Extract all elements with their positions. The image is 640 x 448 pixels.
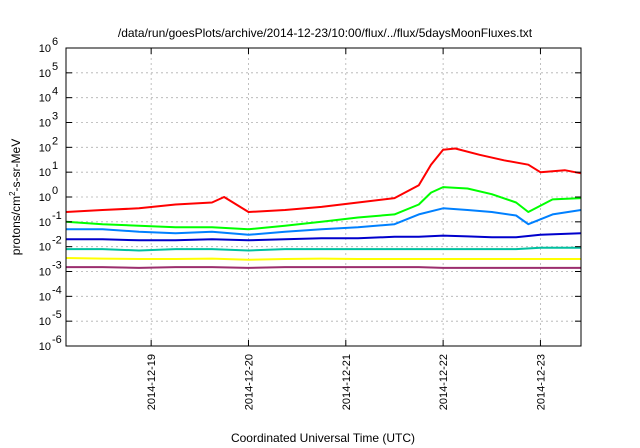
y-tick-label: 10: [39, 291, 51, 303]
y-tick-label: 10: [39, 93, 51, 105]
x-tick-label: 2014-12-20: [243, 354, 255, 410]
y-tick-exponent: 1: [52, 160, 58, 172]
x-tick-label: 2014-12-19: [146, 354, 158, 410]
y-tick-label: 10: [39, 167, 51, 179]
y-tick-exponent: -6: [52, 334, 62, 346]
y-tick-label: 10: [39, 118, 51, 130]
chart-title: /data/run/goesPlots/archive/2014-12-23/1…: [118, 26, 533, 40]
y-tick-exponent: 0: [52, 185, 58, 197]
y-tick-exponent: 2: [52, 135, 58, 147]
plot-frame: [65, 47, 582, 347]
series-line-2: [65, 186, 582, 231]
y-axis-label: protons/cm2-s-sr-MeV: [8, 139, 23, 255]
y-tick-label: 10: [39, 43, 51, 55]
y-tick-label: 10: [39, 267, 51, 279]
x-tick-label: 2014-12-21: [341, 354, 353, 410]
data-series: [65, 147, 582, 269]
series-line-6: [65, 257, 581, 261]
y-axis-label-sup: 2: [8, 191, 17, 196]
y-tick-label: 10: [39, 142, 51, 154]
y-tick-exponent: 6: [52, 36, 58, 48]
series-line-5: [66, 246, 581, 252]
y-axis-label-part2: -s-sr-MeV: [9, 139, 23, 192]
x-axis: 2014-12-19 2014-12-20 2014-12-21 2014-12-22…: [146, 48, 547, 410]
y-tick-exponent: -1: [52, 210, 62, 222]
y-tick-label: 10: [39, 217, 51, 229]
y-tick-label: 10: [39, 192, 51, 204]
y-tick-exponent: -3: [52, 260, 62, 272]
y-tick-label: 10: [39, 242, 51, 254]
y-tick-label: 10: [39, 316, 51, 328]
y-tick-exponent: -4: [52, 284, 62, 296]
series-line-3: [66, 207, 582, 236]
y-tick-label: 10: [39, 341, 51, 353]
series-line-1: [65, 147, 582, 213]
y-axis-label-part1: protons/cm: [9, 196, 23, 255]
y-tick-exponent: -5: [52, 309, 62, 321]
y-tick-exponent: 4: [52, 86, 58, 98]
y-tick-exponent: 3: [52, 111, 58, 123]
x-tick-label: 2014-12-22: [438, 354, 450, 410]
x-tick-label: 2014-12-23: [535, 354, 547, 410]
x-axis-label: Coordinated Universal Time (UTC): [231, 431, 415, 445]
y-tick-exponent: -2: [52, 235, 62, 247]
grid-lines: [66, 48, 581, 346]
series-line-7: [66, 266, 581, 269]
y-tick-label: 10: [39, 68, 51, 80]
y-axis: 10-610-510-410-310-210-11001011021031041…: [39, 36, 581, 353]
y-tick-exponent: 5: [52, 61, 58, 73]
series-line-4: [66, 232, 582, 242]
